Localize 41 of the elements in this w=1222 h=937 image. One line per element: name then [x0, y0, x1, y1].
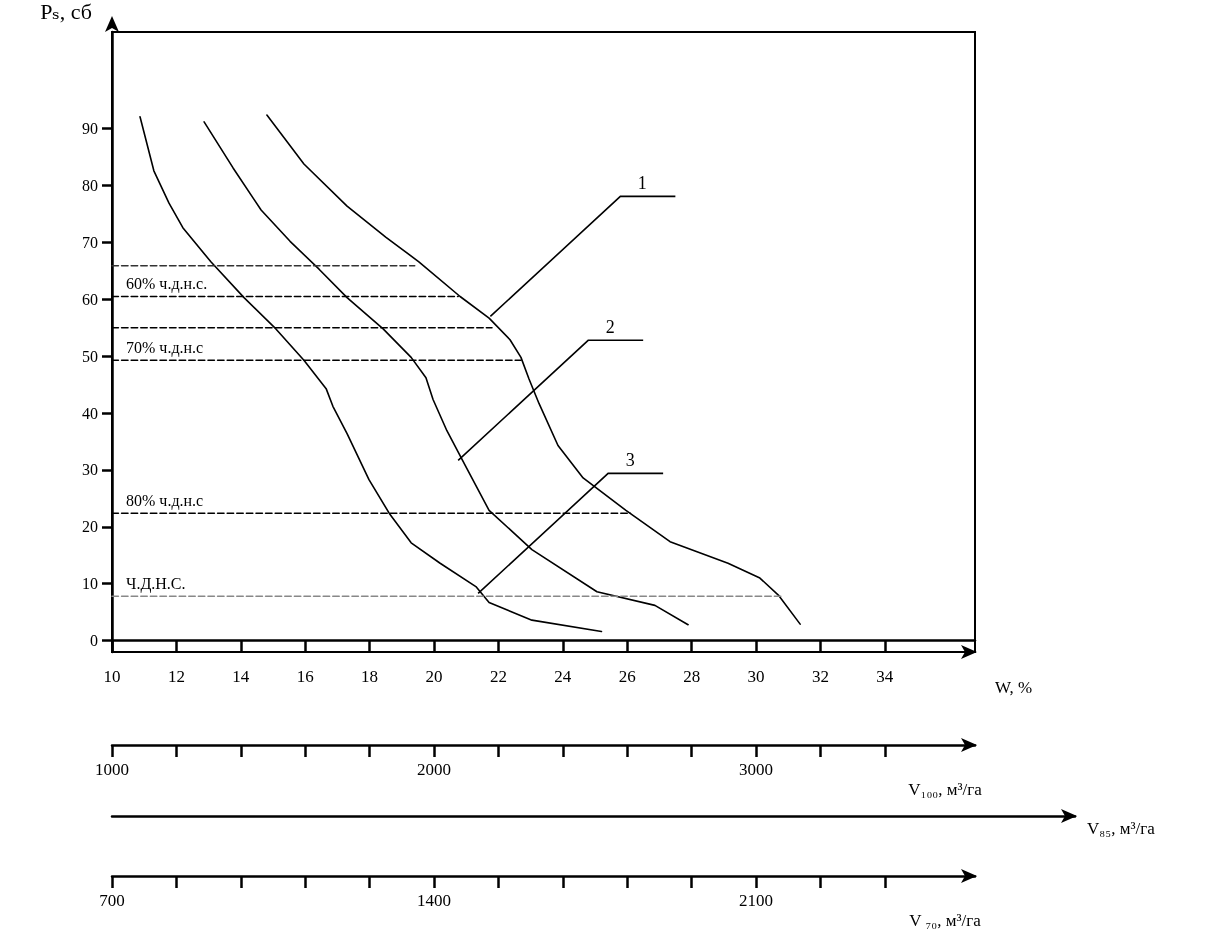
y-tick-label: 80	[82, 177, 98, 195]
x2-tick-label: 2000	[417, 760, 452, 779]
y-tick-label: 0	[90, 632, 98, 650]
y-tick-label: 20	[82, 518, 98, 536]
x-tick-label: 28	[683, 667, 701, 686]
x-tick-label: 24	[554, 667, 572, 686]
y-tick-label: 30	[82, 461, 98, 479]
x2-axis-title: V₁₀₀, м³/га	[908, 780, 983, 799]
x2-tick-label: 1000	[95, 760, 129, 779]
x-tick-label: 20	[425, 667, 443, 686]
text: 700	[99, 891, 125, 910]
x-tick-label: 12	[167, 667, 185, 686]
annotation: Ч.Д.Н.С.	[126, 574, 186, 593]
y-axis-title: Pₛ, сб	[40, 0, 92, 24]
x-tick-label: 22	[489, 667, 507, 686]
x-tick-label: 10	[103, 667, 121, 686]
y-tick-label: 70	[82, 233, 98, 251]
annotation: 3	[625, 450, 635, 471]
x-axis-title: W, %	[995, 677, 1033, 697]
x-tick-label: 18	[361, 667, 379, 686]
y-tick-label: 90	[82, 120, 98, 138]
x-tick-label: 14	[232, 667, 250, 686]
annotation: 80% ч.д.н.с	[126, 491, 204, 510]
text: V₈₅, м³/га	[1087, 819, 1156, 838]
annotation: 1	[637, 173, 647, 194]
text: 2100	[739, 891, 774, 910]
y-tick-label: 60	[82, 290, 98, 308]
annotation: 60% ч.д.н.с.	[126, 275, 208, 293]
x-tick-label: 34	[876, 667, 894, 686]
annotation: 70% ч.д.н.с	[126, 338, 204, 357]
text: 1400	[417, 891, 452, 910]
x2-tick-label: 3000	[739, 760, 774, 779]
x-tick-label: 32	[811, 667, 829, 686]
text: V ₇₀, м³/га	[909, 911, 982, 930]
x-tick-label: 30	[747, 667, 765, 686]
y-tick-label: 10	[82, 575, 98, 593]
x-tick-label: 16	[296, 667, 314, 686]
y-tick-label: 50	[82, 347, 98, 365]
annotation: 2	[605, 317, 615, 338]
y-tick-label: 40	[82, 404, 98, 422]
x-tick-label: 26	[618, 667, 636, 686]
